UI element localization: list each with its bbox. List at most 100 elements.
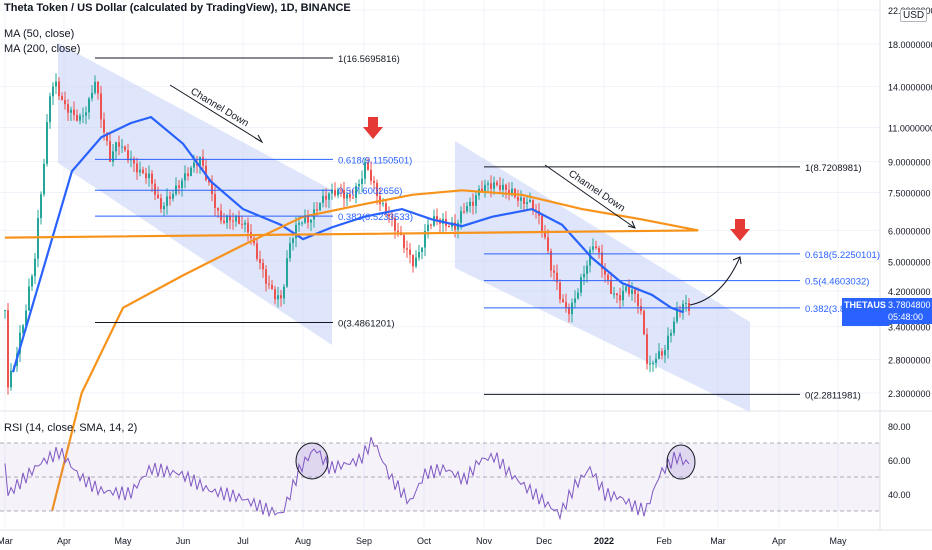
- price-tick-label: 6.0000000: [888, 226, 931, 236]
- candle-body: [295, 224, 297, 239]
- candle-body: [223, 220, 225, 223]
- time-tick-label: Mar: [710, 536, 726, 546]
- candle-body: [142, 169, 144, 174]
- candle-body: [520, 197, 522, 201]
- candle-body: [619, 295, 621, 301]
- candle-body: [547, 237, 549, 251]
- price-tick-label: 18.0000000: [888, 40, 932, 50]
- candle-body: [484, 184, 486, 193]
- candle-body: [241, 223, 243, 225]
- candle-body: [139, 169, 141, 173]
- candle-body: [649, 363, 651, 365]
- candle-body: [514, 188, 516, 198]
- candle-body: [613, 293, 615, 295]
- candle-body: [214, 194, 216, 208]
- candle-body: [475, 195, 477, 206]
- candle-body: [70, 109, 72, 113]
- candle-body: [208, 179, 210, 183]
- channel-arrow-2-head: [627, 220, 636, 229]
- candle-body: [355, 186, 357, 198]
- candle-body: [151, 173, 153, 184]
- candle-body: [136, 163, 138, 173]
- candle-body: [49, 96, 51, 123]
- candle-body: [229, 215, 231, 221]
- currency-button[interactable]: USD: [900, 9, 928, 22]
- candle-body: [427, 224, 429, 231]
- price-tick-label: 11.0000000: [888, 124, 932, 134]
- candle-body: [490, 183, 492, 189]
- candle-body: [148, 173, 150, 179]
- candle-body: [430, 224, 432, 226]
- candle-body: [397, 230, 399, 233]
- candle-body: [532, 200, 534, 211]
- candle-body: [352, 197, 354, 199]
- candle-body: [97, 81, 99, 94]
- candle-body: [61, 96, 63, 100]
- candle-body: [298, 222, 300, 225]
- candle-body: [376, 182, 378, 197]
- time-tick-label: Apr: [772, 536, 786, 546]
- candle-body: [211, 182, 213, 195]
- candle-body: [667, 335, 669, 350]
- candle-body: [424, 230, 426, 248]
- time-tick-label: Feb: [656, 536, 672, 546]
- candle-body: [163, 205, 165, 210]
- candle-body: [403, 235, 405, 249]
- candle-body: [421, 247, 423, 253]
- price-tick-label: 4.2000000: [888, 287, 931, 297]
- candle-body: [358, 183, 360, 187]
- candle-body: [166, 196, 168, 206]
- candle-body: [301, 222, 303, 224]
- price-tick-label: 9.0000000: [888, 158, 931, 168]
- candle-body: [472, 201, 474, 206]
- price-value-badge: 3.7804800 05:48:00: [886, 298, 932, 324]
- candle-body: [328, 193, 330, 200]
- candle-body: [511, 188, 513, 194]
- candle-body: [361, 178, 363, 184]
- candle-body: [628, 286, 630, 294]
- fib-level-label: 0(2.2811981): [805, 390, 861, 401]
- candle-body: [100, 93, 102, 120]
- candle-body: [178, 185, 180, 188]
- time-tick-label: Nov: [476, 536, 493, 546]
- candle-body: [232, 220, 234, 222]
- candle-body: [22, 325, 24, 333]
- candle-body: [277, 295, 279, 300]
- candle-body: [19, 332, 21, 354]
- channel-arrow-1: [169, 84, 263, 143]
- candle-body: [319, 202, 321, 211]
- fibonacci-levels: 1(16.5695816) 0.618(9.1150501) 0.5(7.60026…: [95, 54, 880, 401]
- candle-body: [562, 299, 564, 303]
- fib-level-label: 0(3.4861201): [338, 318, 395, 329]
- candle-body: [292, 238, 294, 244]
- candle-body: [604, 269, 606, 275]
- candle-body: [412, 254, 414, 267]
- candle-body: [574, 298, 576, 303]
- candle-body: [544, 231, 546, 238]
- rsi-tick-label: 40.00: [888, 490, 911, 500]
- candle-body: [82, 115, 84, 117]
- candle-body: [502, 184, 504, 190]
- time-tick-label: 2022: [594, 536, 614, 546]
- rsi-tick-label: 60.00: [888, 456, 911, 466]
- candle-body: [256, 243, 258, 259]
- candle-body: [553, 270, 555, 273]
- last-price-badge: THETAUSD: [842, 298, 889, 326]
- rsi-band-fill: [0, 443, 880, 511]
- candle-body: [550, 250, 552, 271]
- candle-body: [448, 226, 450, 228]
- candle-body: [67, 104, 69, 113]
- candle-body: [652, 362, 654, 364]
- candle-body: [238, 216, 240, 224]
- time-axis: Mar Apr May Jun Jul Aug Sep Oct Nov Dec 2022 Feb Mar…: [0, 529, 932, 546]
- moving-averages: [4, 115, 699, 511]
- price-tick-label: 5.0000000: [888, 257, 931, 267]
- candle-body: [523, 197, 525, 205]
- fib-level-label: 0.618(5.2250101): [805, 250, 880, 261]
- last-price: 3.7804800: [888, 300, 931, 310]
- candle-body: [565, 302, 567, 308]
- candle-body: [175, 185, 177, 194]
- price-tick-label: 2.3000000: [888, 389, 931, 399]
- candle-body: [316, 209, 318, 211]
